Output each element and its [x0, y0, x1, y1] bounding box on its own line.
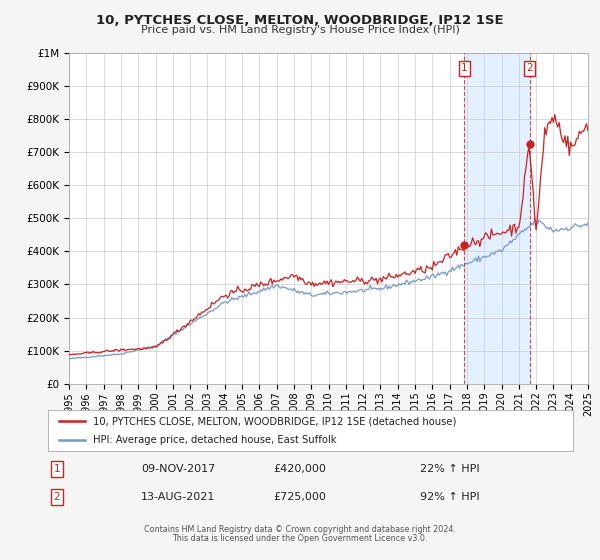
- Text: 92% ↑ HPI: 92% ↑ HPI: [420, 492, 479, 502]
- Text: 13-AUG-2021: 13-AUG-2021: [141, 492, 215, 502]
- Text: 09-NOV-2017: 09-NOV-2017: [141, 464, 215, 474]
- Text: 10, PYTCHES CLOSE, MELTON, WOODBRIDGE, IP12 1SE: 10, PYTCHES CLOSE, MELTON, WOODBRIDGE, I…: [96, 14, 504, 27]
- Text: 2: 2: [53, 492, 61, 502]
- Text: 22% ↑ HPI: 22% ↑ HPI: [420, 464, 479, 474]
- Bar: [464, 53, 530, 384]
- Text: This data is licensed under the Open Government Licence v3.0.: This data is licensed under the Open Gov…: [172, 534, 428, 543]
- Text: £725,000: £725,000: [274, 492, 326, 502]
- Text: Contains HM Land Registry data © Crown copyright and database right 2024.: Contains HM Land Registry data © Crown c…: [144, 525, 456, 534]
- Text: 10, PYTCHES CLOSE, MELTON, WOODBRIDGE, IP12 1SE (detached house): 10, PYTCHES CLOSE, MELTON, WOODBRIDGE, I…: [92, 417, 456, 426]
- Text: £420,000: £420,000: [274, 464, 326, 474]
- Text: Price paid vs. HM Land Registry's House Price Index (HPI): Price paid vs. HM Land Registry's House …: [140, 25, 460, 35]
- Text: HPI: Average price, detached house, East Suffolk: HPI: Average price, detached house, East…: [92, 435, 336, 445]
- Text: 1: 1: [461, 63, 468, 73]
- Text: 1: 1: [53, 464, 61, 474]
- Text: 2: 2: [526, 63, 533, 73]
